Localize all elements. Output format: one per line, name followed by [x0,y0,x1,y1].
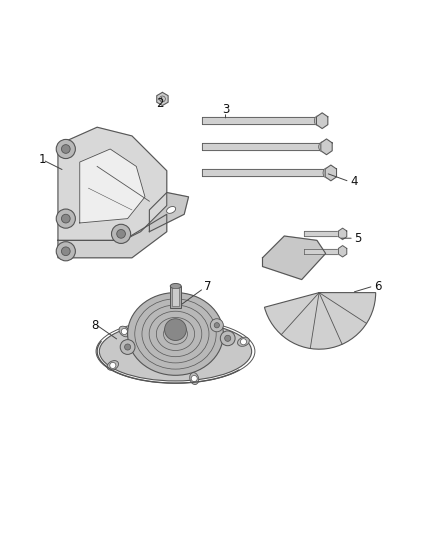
Polygon shape [80,149,145,223]
Polygon shape [157,92,168,106]
Circle shape [117,230,125,238]
Circle shape [120,340,135,354]
Circle shape [191,375,197,382]
Polygon shape [317,113,328,128]
Circle shape [56,209,75,228]
Polygon shape [304,231,339,237]
Ellipse shape [107,361,119,370]
Polygon shape [321,139,332,155]
Circle shape [61,144,70,154]
Polygon shape [339,228,347,239]
Text: 1: 1 [39,154,46,166]
Ellipse shape [99,322,252,381]
Ellipse shape [190,318,199,330]
Circle shape [214,322,219,328]
Ellipse shape [190,373,199,384]
Polygon shape [149,192,188,232]
Polygon shape [304,249,339,254]
Circle shape [210,319,223,332]
Ellipse shape [323,168,332,178]
Ellipse shape [166,206,176,213]
Text: 7: 7 [205,280,212,293]
Circle shape [121,328,127,335]
Circle shape [56,241,75,261]
Text: 8: 8 [91,319,99,332]
Text: 5: 5 [355,232,362,245]
Polygon shape [339,246,347,257]
Polygon shape [201,143,321,150]
Circle shape [124,344,131,350]
Text: 6: 6 [374,280,381,293]
Text: 3: 3 [222,103,229,116]
Polygon shape [201,169,325,176]
Circle shape [61,247,70,256]
Circle shape [220,331,235,346]
Circle shape [110,362,116,368]
Polygon shape [58,127,167,240]
Ellipse shape [237,337,249,346]
Circle shape [56,140,75,158]
Polygon shape [325,165,336,181]
Text: 2: 2 [156,97,164,110]
Circle shape [191,321,197,327]
Circle shape [61,214,70,223]
Text: 4: 4 [350,175,358,188]
Bar [173,288,179,305]
Ellipse shape [127,293,223,375]
Circle shape [112,224,131,244]
Polygon shape [201,117,317,124]
Ellipse shape [319,142,327,152]
Polygon shape [58,214,167,258]
Polygon shape [262,236,325,279]
Bar [170,286,181,308]
Wedge shape [265,293,376,349]
Circle shape [165,319,186,341]
Ellipse shape [119,326,130,337]
Ellipse shape [170,284,181,289]
Circle shape [225,335,231,341]
Circle shape [240,338,247,345]
Ellipse shape [314,116,323,126]
